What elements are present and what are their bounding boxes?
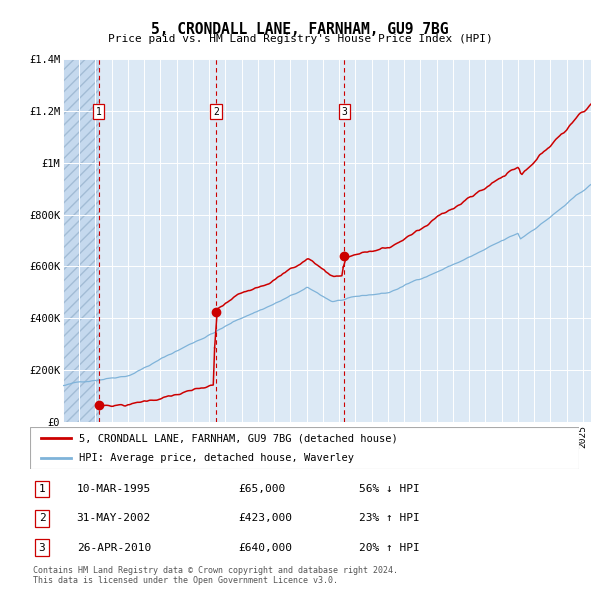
Text: 5, CRONDALL LANE, FARNHAM, GU9 7BG: 5, CRONDALL LANE, FARNHAM, GU9 7BG (151, 22, 449, 37)
Text: 5, CRONDALL LANE, FARNHAM, GU9 7BG (detached house): 5, CRONDALL LANE, FARNHAM, GU9 7BG (deta… (79, 434, 398, 444)
Text: 3: 3 (341, 107, 347, 117)
Text: 20% ↑ HPI: 20% ↑ HPI (359, 543, 420, 552)
Text: 31-MAY-2002: 31-MAY-2002 (77, 513, 151, 523)
Text: 1: 1 (39, 484, 46, 494)
Text: £640,000: £640,000 (239, 543, 293, 552)
Text: 10-MAR-1995: 10-MAR-1995 (77, 484, 151, 494)
Text: 3: 3 (39, 543, 46, 552)
Text: 2: 2 (39, 513, 46, 523)
Text: HPI: Average price, detached house, Waverley: HPI: Average price, detached house, Wave… (79, 453, 355, 463)
Text: £423,000: £423,000 (239, 513, 293, 523)
Text: 26-APR-2010: 26-APR-2010 (77, 543, 151, 552)
Bar (63, 59, 98, 422)
Bar (63, 59, 98, 422)
Text: 56% ↓ HPI: 56% ↓ HPI (359, 484, 420, 494)
Text: Contains HM Land Registry data © Crown copyright and database right 2024.
This d: Contains HM Land Registry data © Crown c… (33, 566, 398, 585)
Text: 1: 1 (95, 107, 101, 117)
Text: 2: 2 (213, 107, 219, 117)
Text: Price paid vs. HM Land Registry's House Price Index (HPI): Price paid vs. HM Land Registry's House … (107, 34, 493, 44)
Text: £65,000: £65,000 (239, 484, 286, 494)
Text: 23% ↑ HPI: 23% ↑ HPI (359, 513, 420, 523)
